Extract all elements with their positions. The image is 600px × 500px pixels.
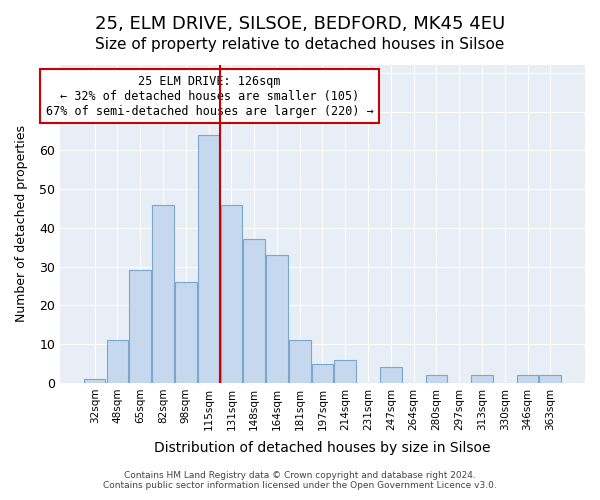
- Bar: [244, 240, 265, 383]
- Bar: [289, 340, 311, 383]
- Bar: [266, 255, 288, 383]
- Bar: [471, 375, 493, 383]
- Bar: [380, 368, 401, 383]
- Text: Size of property relative to detached houses in Silsoe: Size of property relative to detached ho…: [95, 38, 505, 52]
- X-axis label: Distribution of detached houses by size in Silsoe: Distribution of detached houses by size …: [154, 441, 491, 455]
- Y-axis label: Number of detached properties: Number of detached properties: [15, 126, 28, 322]
- Bar: [425, 375, 447, 383]
- Bar: [517, 375, 538, 383]
- Bar: [152, 204, 174, 383]
- Bar: [175, 282, 197, 383]
- Bar: [539, 375, 561, 383]
- Bar: [198, 135, 220, 383]
- Bar: [334, 360, 356, 383]
- Bar: [84, 379, 106, 383]
- Text: Contains HM Land Registry data © Crown copyright and database right 2024.
Contai: Contains HM Land Registry data © Crown c…: [103, 470, 497, 490]
- Bar: [107, 340, 128, 383]
- Text: 25 ELM DRIVE: 126sqm
← 32% of detached houses are smaller (105)
67% of semi-deta: 25 ELM DRIVE: 126sqm ← 32% of detached h…: [46, 74, 373, 118]
- Bar: [221, 204, 242, 383]
- Bar: [311, 364, 334, 383]
- Bar: [130, 270, 151, 383]
- Text: 25, ELM DRIVE, SILSOE, BEDFORD, MK45 4EU: 25, ELM DRIVE, SILSOE, BEDFORD, MK45 4EU: [95, 15, 505, 33]
